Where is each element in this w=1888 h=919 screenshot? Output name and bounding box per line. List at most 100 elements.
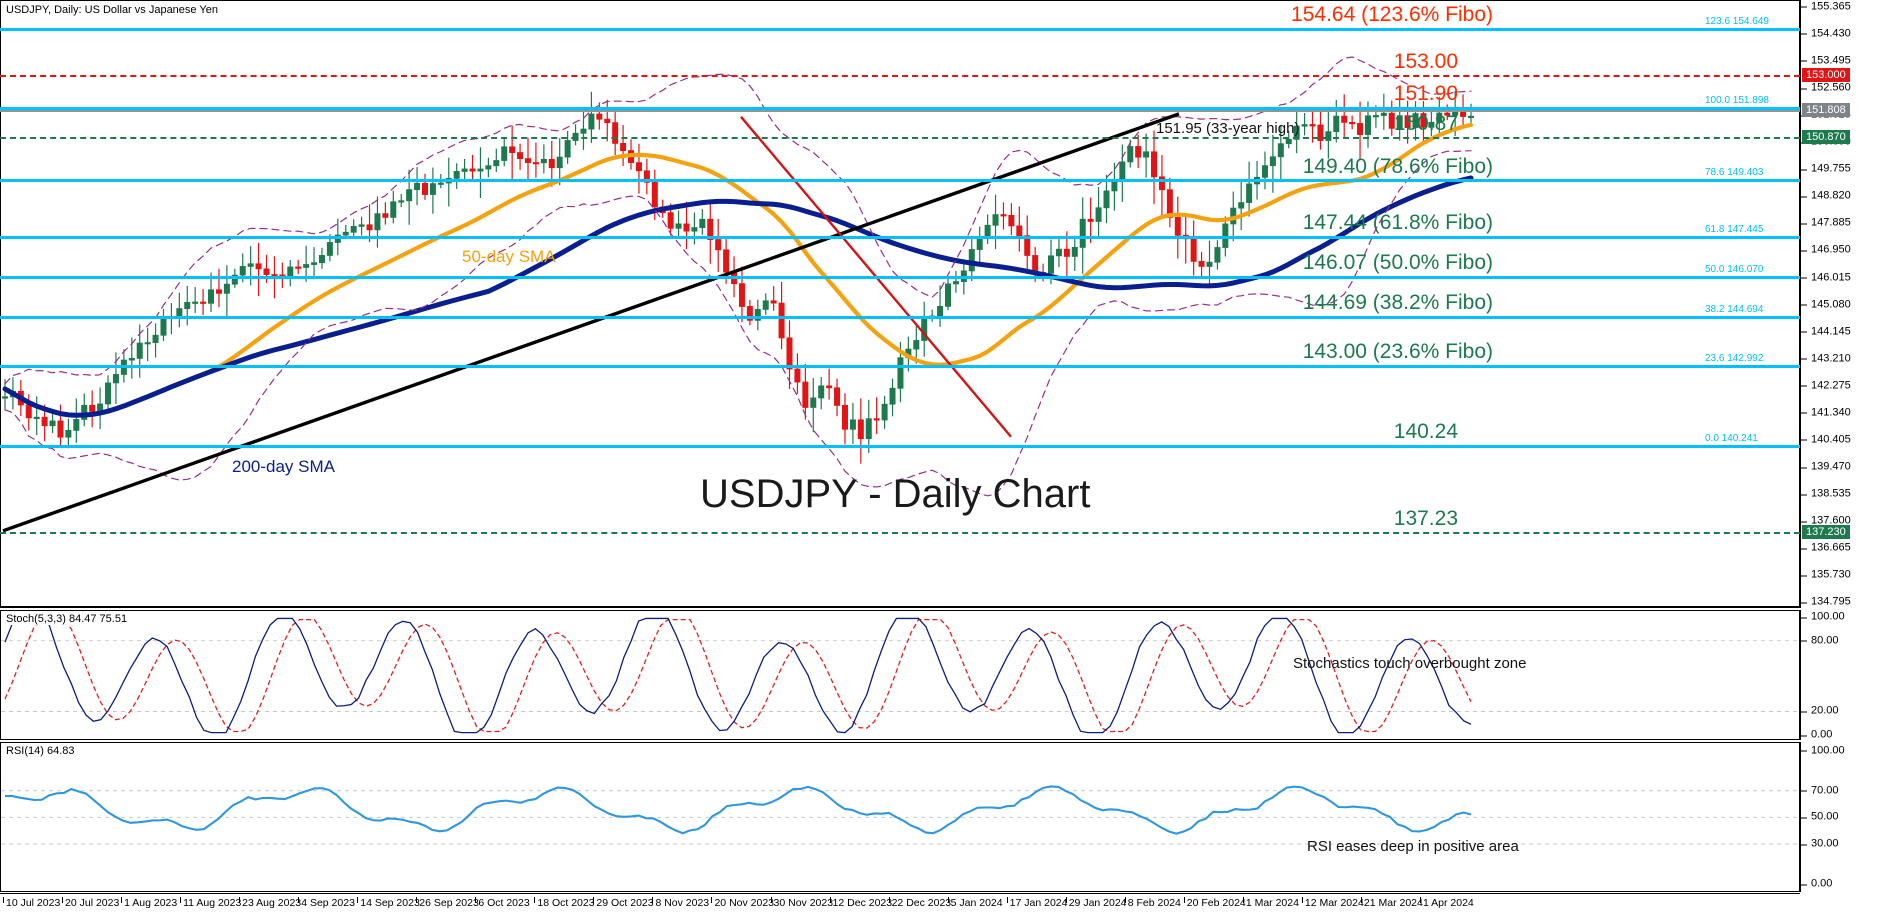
date-axis-tick: 8 Nov 2023: [652, 897, 709, 909]
fibonacci-tag: 100.0 151.898: [1705, 95, 1769, 107]
fibonacci-level-line: [0, 236, 1800, 240]
price-axis-tick: 137.600: [1801, 515, 1851, 527]
price-axis[interactable]: 155.365154.430153.495152.560151.625150.6…: [1800, 0, 1888, 608]
stochastic-axis-tick: 80.00: [1801, 635, 1839, 646]
fibonacci-level-line: [0, 275, 1800, 279]
price-axis-tick: 139.470: [1801, 461, 1851, 473]
date-axis-tick: 1 Apr 2024: [1419, 897, 1474, 909]
rsi-axis-tick: 0.00: [1801, 878, 1832, 890]
date-axis-tick: 12 Mar 2024: [1301, 897, 1364, 909]
price-axis-tick: 135.730: [1801, 569, 1851, 581]
date-axis-tick: 30 Nov 2023: [770, 897, 833, 909]
rsi-header: RSI(14) 64.83: [4, 745, 77, 757]
level-label: 147.44 (61.8% Fibo): [1302, 211, 1493, 235]
rsi-axis[interactable]: 100.00 70.00 50.00 30.00 0.00: [1800, 742, 1888, 892]
price-axis-tick: 140.405: [1801, 434, 1851, 445]
stochastic-axis-tick: 0.00: [1801, 729, 1832, 741]
fibonacci-tag: 38.2 144.694: [1705, 303, 1764, 315]
chart-title: USDJPY, Daily: US Dollar vs Japanese Yen: [6, 4, 218, 16]
price-chart-panel[interactable]: [0, 0, 1800, 608]
rsi-series-layer: [1, 785, 1799, 845]
level-label: 149.40 (78.6% Fibo): [1302, 154, 1493, 178]
rsi-panel[interactable]: [0, 742, 1800, 892]
fibonacci-level-line: [0, 365, 1800, 369]
price-axis-tick: 134.795: [1801, 596, 1851, 608]
chart-watermark: USDJPY - Daily Chart: [700, 472, 1091, 516]
price-axis-tick: 146.015: [1801, 272, 1851, 283]
price-axis-tick: 152.560: [1801, 82, 1851, 94]
price-axis-tick: 136.665: [1801, 542, 1851, 554]
price-axis-tick: 153.495: [1801, 55, 1851, 66]
stochastic-axis[interactable]: 100.00 80.00 20.00 0.00: [1800, 610, 1888, 740]
fibonacci-level-line: [0, 444, 1800, 448]
fibonacci-tag: 61.8 147.445: [1705, 224, 1764, 236]
stochastic-series-layer: [1, 617, 1799, 734]
current-price-line: [0, 109, 1800, 112]
price-axis-tick: 143.210: [1801, 353, 1851, 364]
price-axis-badge: 150.870: [1802, 129, 1850, 144]
rsi-axis-tick: 50.00: [1801, 811, 1839, 823]
price-axis-tick: 154.430: [1801, 28, 1851, 39]
level-label: 144.69 (38.2% Fibo): [1302, 290, 1493, 314]
date-axis-tick: 23 Aug 2023: [239, 897, 301, 909]
date-axis-tick: 1 Mar 2024: [1242, 897, 1299, 909]
price-axis-tick: 155.365: [1801, 1, 1851, 12]
high-annotation: 151.95 (33-year high): [1156, 120, 1300, 137]
date-axis-tick: 4 Sep 2023: [298, 897, 355, 909]
date-axis[interactable]: 10 Jul 2023 20 Jul 2023 1 Aug 2023 11 Aug 2…: [0, 893, 1800, 919]
date-axis-tick: 5 Jan 2024: [947, 897, 1003, 909]
price-series-layer: [1, 56, 1475, 533]
stochastic-axis-tick: 20.00: [1801, 705, 1839, 717]
date-axis-tick: 22 Dec 2023: [888, 897, 951, 909]
date-axis-tick: 12 Dec 2023: [829, 897, 892, 909]
price-axis-tick: 141.340: [1801, 407, 1851, 418]
date-axis-tick: 11 Aug 2023: [180, 897, 241, 909]
price-axis-tick: 146.950: [1801, 244, 1851, 256]
fibonacci-tag: 123.6 154.649: [1705, 15, 1769, 27]
sma200-annotation: 200-day SMA: [232, 457, 335, 476]
level-label: 140.24: [1393, 419, 1458, 443]
price-axis-tick: 142.275: [1801, 380, 1851, 391]
sma50-annotation: 50-day SMA: [462, 247, 556, 266]
date-axis-tick: 29 Jan 2024: [1065, 897, 1127, 909]
price-axis-tick: 145.080: [1801, 299, 1851, 310]
date-axis-tick: 26 Sep 2023: [416, 897, 479, 909]
rsi-axis-tick: 100.00: [1801, 745, 1845, 756]
date-axis-tick: 29 Oct 2023: [593, 897, 654, 909]
date-axis-tick: 14 Sep 2023: [357, 897, 420, 909]
date-axis-tick: 17 Jan 2024: [1006, 897, 1067, 909]
rsi-axis-tick: 70.00: [1801, 785, 1839, 796]
date-axis-tick: 6 Oct 2023: [475, 897, 530, 909]
price-axis-tick: 149.755: [1801, 163, 1851, 175]
level-label: 143.00 (23.6% Fibo): [1302, 339, 1493, 363]
level-label: 146.07 (50.0% Fibo): [1302, 250, 1493, 274]
price-axis-tick: 147.885: [1801, 217, 1851, 229]
date-axis-tick: 18 Oct 2023: [534, 897, 595, 909]
date-axis-tick: 20 Nov 2023: [711, 897, 774, 909]
support-line-15087: [0, 136, 1800, 139]
price-axis-badge: 137.230: [1802, 524, 1850, 539]
price-axis-badge: 151.808: [1802, 102, 1850, 117]
fibonacci-tag: 23.6 142.992: [1705, 353, 1764, 365]
level-label: 151.90: [1393, 82, 1458, 106]
level-label: 153.00: [1393, 50, 1458, 74]
date-axis-tick: 21 Mar 2024: [1360, 897, 1423, 909]
level-label: 150.87: [1393, 111, 1458, 135]
fibonacci-level-line: [0, 315, 1800, 319]
date-axis-tick: 8 Feb 2024: [1124, 897, 1181, 909]
rsi-axis-tick: 30.00: [1801, 838, 1839, 850]
stochastic-header: Stoch(5,3,3) 84.47 75.51: [4, 613, 130, 625]
resistance-line-153: [0, 75, 1800, 78]
fibonacci-level-line: [0, 27, 1800, 31]
stochastic-panel[interactable]: [0, 610, 1800, 740]
stochastic-axis-tick: 100.00: [1801, 611, 1845, 623]
date-axis-tick: 20 Jul 2023: [62, 897, 119, 909]
date-axis-tick: 10 Jul 2023: [3, 897, 60, 909]
level-label: 154.64 (123.6% Fibo): [1291, 2, 1493, 26]
fibonacci-tag: 78.6 149.403: [1705, 167, 1764, 179]
fibonacci-level-line: [0, 107, 1800, 111]
price-axis-badge: 153.000: [1802, 68, 1850, 83]
rsi-annotation: RSI eases deep in positive area: [1307, 838, 1519, 855]
stochastic-annotation: Stochastics touch overbought zone: [1293, 655, 1527, 672]
